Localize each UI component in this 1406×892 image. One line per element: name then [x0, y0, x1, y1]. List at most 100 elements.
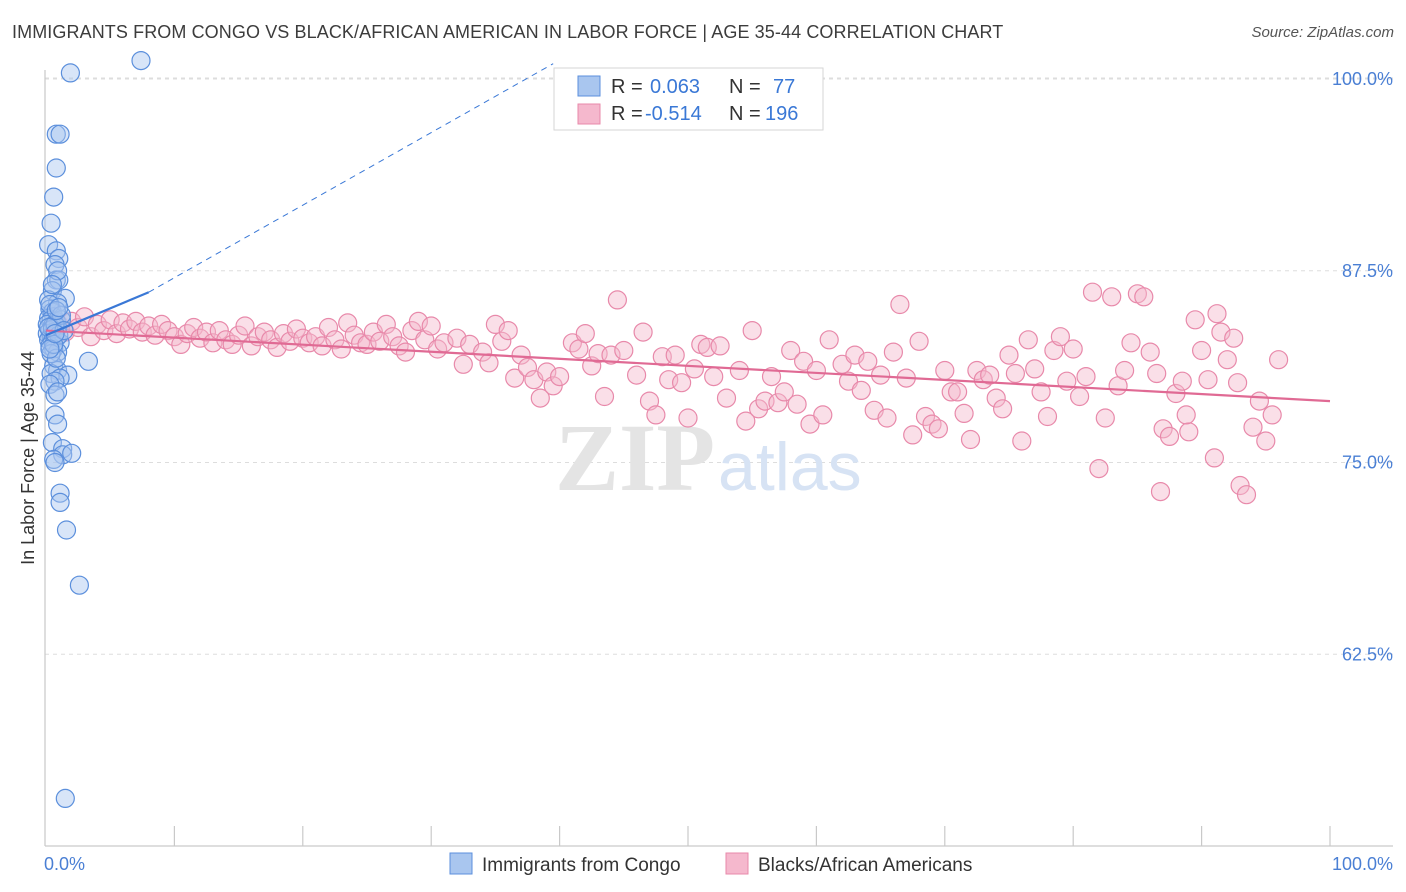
stats-swatch-congo [577, 75, 601, 97]
black-point-127 [903, 425, 923, 445]
black-point-84 [607, 290, 628, 310]
black-point-154 [1076, 367, 1096, 387]
black-point-114 [813, 405, 833, 425]
congo-point-0 [131, 50, 151, 71]
x-axis-ticks [173, 826, 1331, 846]
x-tick-label-right: 100.0% [1332, 854, 1393, 874]
black-point-152 [1063, 339, 1083, 359]
black-point-187 [1176, 405, 1196, 425]
series-immigrants-from-congo [37, 50, 151, 809]
trend-line-black [45, 329, 1331, 403]
black-point-146 [1025, 359, 1045, 379]
congo-point-6 [41, 213, 61, 233]
bottom-legend: Immigrants from Congo Blacks/African Ame… [449, 852, 972, 876]
black-point-136 [960, 429, 981, 450]
black-point-109 [781, 340, 801, 361]
trend-line-congo-extension [148, 63, 554, 293]
black-point-148 [1037, 406, 1058, 427]
black-point-82 [594, 386, 615, 407]
black-point-155 [1082, 282, 1103, 302]
black-point-150 [1050, 327, 1071, 347]
series-black-african-americans [49, 282, 1289, 505]
y-tick-labels: 100.0% 87.5% 75.0% 62.5% [1332, 69, 1393, 664]
black-point-161 [1121, 333, 1141, 353]
black-point-171 [1185, 310, 1205, 330]
black-point-179 [1236, 485, 1257, 505]
black-point-160 [1114, 360, 1135, 381]
black-point-140 [986, 388, 1006, 408]
black-point-110 [787, 394, 807, 414]
black-point-76 [549, 367, 570, 387]
black-point-141 [992, 399, 1013, 419]
black-point-68 [498, 321, 518, 341]
black-point-125 [890, 294, 910, 315]
black-point-181 [1256, 431, 1276, 451]
black-point-134 [947, 382, 968, 402]
black-point-100 [716, 388, 737, 408]
black-point-108 [774, 382, 794, 402]
congo-point-8 [46, 241, 66, 261]
black-point-163 [1134, 287, 1154, 307]
black-point-42 [318, 317, 339, 338]
black-point-89 [646, 405, 666, 425]
black-point-65 [479, 353, 499, 373]
congo-point-5 [44, 187, 64, 207]
y-tick-label-1: 87.5% [1342, 261, 1393, 281]
black-point-143 [1005, 363, 1026, 384]
black-point-167 [1159, 426, 1180, 446]
black-point-172 [1191, 340, 1212, 361]
black-point-180 [1243, 417, 1263, 437]
black-point-21 [184, 317, 204, 338]
black-point-95 [684, 359, 705, 379]
black-point-98 [704, 367, 724, 387]
legend-swatch-congo [449, 852, 473, 875]
stats-r-label-black: R = [611, 103, 643, 125]
black-point-158 [1102, 287, 1122, 307]
congo-point-72 [46, 301, 66, 321]
black-point-94 [678, 408, 698, 428]
black-point-58 [421, 316, 441, 336]
black-point-45 [338, 313, 358, 333]
stats-n-label-congo: N = [729, 76, 761, 98]
black-point-106 [761, 367, 782, 387]
congo-point-74 [40, 339, 60, 359]
black-point-19 [171, 334, 191, 354]
congo-point-3 [50, 124, 70, 144]
trend-line-congo [45, 291, 150, 337]
stats-r-value-black: -0.514 [645, 103, 702, 125]
y-axis-title: In Labor Force | Age 35-44 [18, 351, 38, 565]
chart-title: IMMIGRANTS FROM CONGO VS BLACK/AFRICAN A… [12, 22, 1004, 42]
black-point-67 [492, 331, 512, 351]
black-point-176 [1217, 350, 1237, 370]
congo-point-46 [45, 385, 65, 405]
black-point-99 [710, 336, 730, 356]
black-point-113 [806, 360, 827, 381]
y-tick-label-0: 100.0% [1332, 69, 1393, 89]
black-point-107 [768, 393, 788, 413]
black-point-157 [1095, 408, 1115, 428]
black-point-32 [254, 322, 274, 342]
stats-n-value-black: 196 [765, 103, 798, 125]
y-tick-label-3: 62.5% [1342, 644, 1393, 664]
black-point-51 [376, 314, 396, 334]
black-point-62 [453, 354, 473, 374]
black-point-73 [530, 388, 550, 408]
x-tick-label-left: 0.0% [44, 854, 85, 874]
congo-point-50 [42, 433, 63, 453]
black-point-128 [909, 331, 929, 351]
legend-label-congo: Immigrants from Congo [482, 855, 681, 876]
black-point-174 [1204, 448, 1225, 468]
black-point-186 [1207, 304, 1227, 324]
black-point-120 [858, 351, 878, 371]
black-point-92 [665, 345, 685, 365]
congo-point-57 [50, 492, 70, 512]
black-point-188 [1150, 482, 1171, 502]
black-point-123 [877, 408, 897, 428]
black-point-64 [473, 342, 493, 362]
black-point-104 [748, 399, 769, 419]
black-point-69 [505, 368, 525, 388]
congo-point-1 [60, 63, 81, 83]
black-point-85 [614, 340, 634, 361]
black-point-173 [1198, 370, 1218, 390]
black-point-119 [851, 380, 871, 400]
